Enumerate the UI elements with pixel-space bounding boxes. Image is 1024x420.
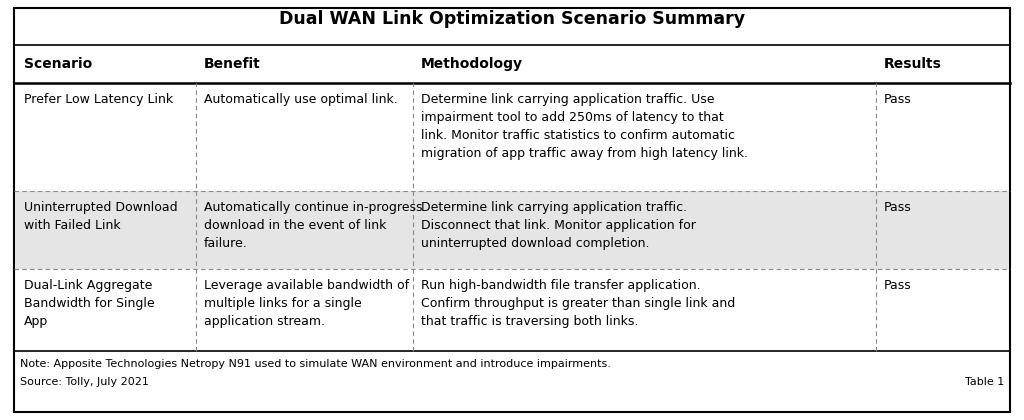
Text: Determine link carrying application traffic. Use
impairment tool to add 250ms of: Determine link carrying application traf… (421, 93, 748, 160)
Text: Prefer Low Latency Link: Prefer Low Latency Link (24, 93, 173, 106)
Text: Uninterrupted Download
with Failed Link: Uninterrupted Download with Failed Link (24, 201, 177, 232)
Text: Dual WAN Link Optimization Scenario Summary: Dual WAN Link Optimization Scenario Summ… (279, 10, 745, 28)
Text: Benefit: Benefit (204, 57, 261, 71)
Text: Dual-Link Aggregate
Bandwidth for Single
App: Dual-Link Aggregate Bandwidth for Single… (24, 279, 155, 328)
Text: Pass: Pass (884, 93, 911, 106)
Text: Results: Results (884, 57, 942, 71)
Bar (15, 191, 1009, 269)
Text: Table 1: Table 1 (965, 377, 1004, 387)
Text: Methodology: Methodology (421, 57, 523, 71)
Text: Leverage available bandwidth of
multiple links for a single
application stream.: Leverage available bandwidth of multiple… (204, 279, 410, 328)
Text: Run high-bandwidth file transfer application.
Confirm throughput is greater than: Run high-bandwidth file transfer applica… (421, 279, 735, 328)
Text: Scenario: Scenario (24, 57, 92, 71)
Text: Automatically continue in-progress
download in the event of link
failure.: Automatically continue in-progress downl… (204, 201, 423, 250)
Text: Note: Apposite Technologies Netropy N91 used to simulate WAN environment and int: Note: Apposite Technologies Netropy N91 … (20, 359, 611, 369)
Text: Automatically use optimal link.: Automatically use optimal link. (204, 93, 397, 106)
Text: Determine link carrying application traffic.
Disconnect that link. Monitor appli: Determine link carrying application traf… (421, 201, 696, 250)
Text: Source: Tolly, July 2021: Source: Tolly, July 2021 (20, 377, 148, 387)
Text: Pass: Pass (884, 279, 911, 292)
Text: Pass: Pass (884, 201, 911, 214)
